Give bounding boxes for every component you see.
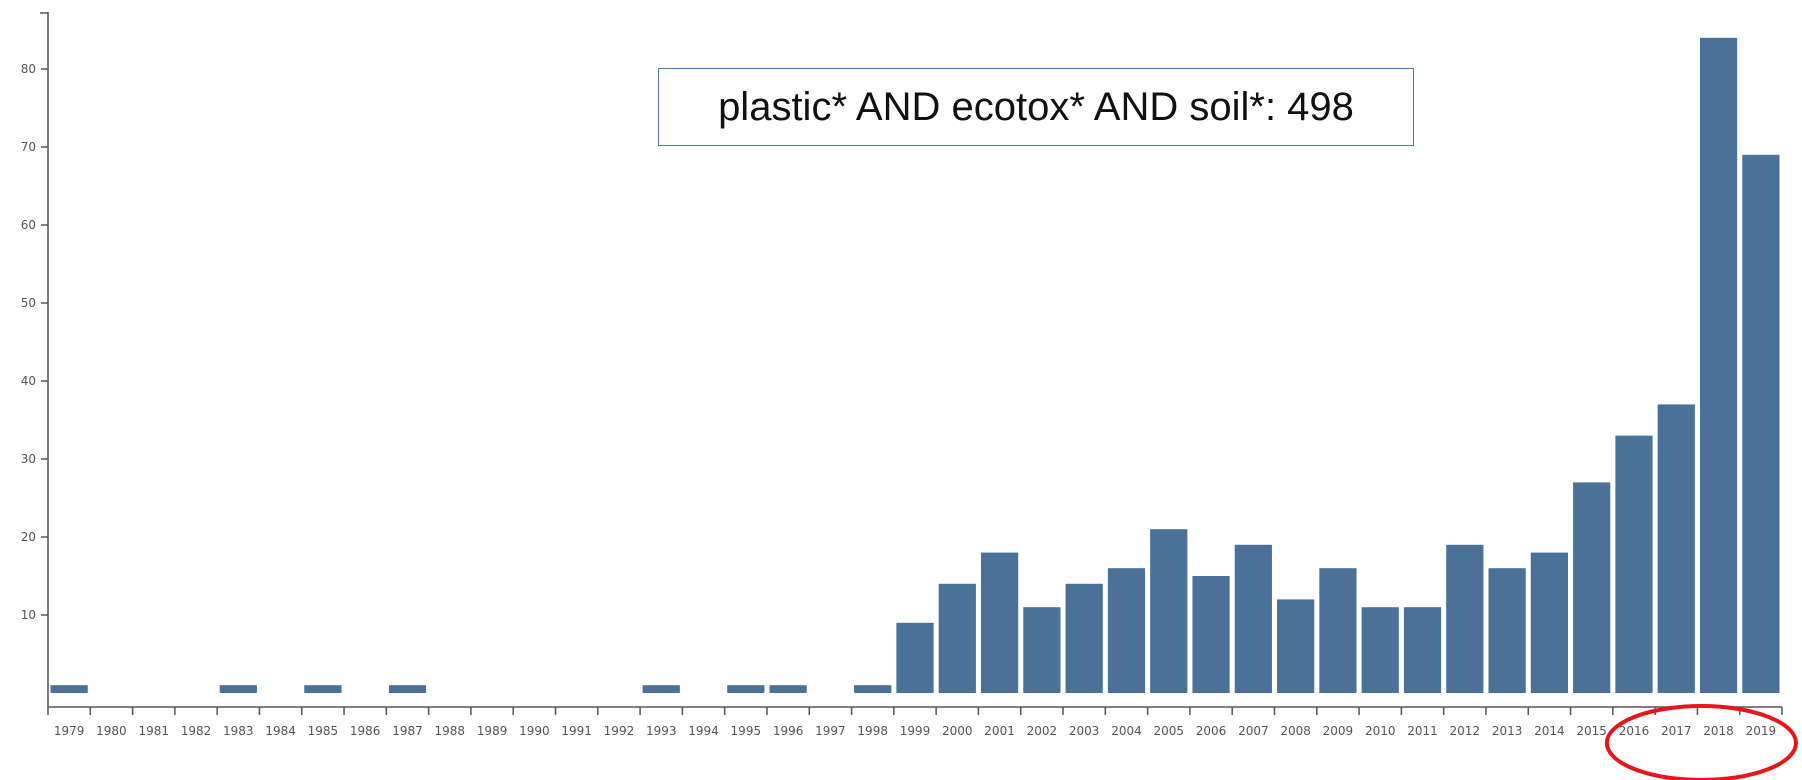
x-tick-label: 2002 xyxy=(1027,724,1058,738)
bar-2006 xyxy=(1192,576,1230,693)
x-tick-label: 1988 xyxy=(435,724,466,738)
x-tick-label: 2014 xyxy=(1534,724,1565,738)
query-annotation-box: plastic* AND ecotox* AND soil*: 498 xyxy=(658,68,1414,146)
x-tick-label: 2000 xyxy=(942,724,973,738)
bar-1999 xyxy=(896,622,934,693)
x-tick-label: 1985 xyxy=(308,724,339,738)
bar-2001 xyxy=(980,552,1019,693)
x-tick-label: 1979 xyxy=(54,724,85,738)
bar-2012 xyxy=(1446,544,1484,693)
x-tick-label: 1986 xyxy=(350,724,381,738)
bar-2009 xyxy=(1319,568,1357,693)
x-tick-label: 2009 xyxy=(1323,724,1354,738)
x-tick-label: 1996 xyxy=(773,724,804,738)
x-tick-label: 1992 xyxy=(604,724,635,738)
bar-2016 xyxy=(1615,435,1653,693)
bar-1998 xyxy=(854,685,892,693)
bar-1993 xyxy=(642,685,680,693)
x-tick-label: 2017 xyxy=(1661,724,1692,738)
y-tick-label: 40 xyxy=(21,374,36,388)
x-tick-label: 2019 xyxy=(1746,724,1777,738)
x-tick-label: 2003 xyxy=(1069,724,1100,738)
bar-2004 xyxy=(1107,568,1146,693)
bar-2010 xyxy=(1361,607,1399,693)
x-tick-label: 1987 xyxy=(392,724,423,738)
bar-2018 xyxy=(1699,37,1738,694)
x-tick-label: 2004 xyxy=(1111,724,1142,738)
x-tick-label: 1983 xyxy=(223,724,254,738)
x-tick-label: 1980 xyxy=(96,724,127,738)
bar-2017 xyxy=(1657,404,1695,693)
bar-1985 xyxy=(304,685,342,693)
x-tick-label: 1982 xyxy=(181,724,212,738)
bar-1983 xyxy=(219,685,257,693)
x-tick-label: 1989 xyxy=(477,724,508,738)
bar-1995 xyxy=(727,685,765,693)
y-tick-label: 80 xyxy=(21,62,36,76)
bar-2011 xyxy=(1403,607,1442,693)
y-tick-label: 20 xyxy=(21,530,36,544)
x-tick-label: 2013 xyxy=(1492,724,1523,738)
x-tick-label: 2016 xyxy=(1619,724,1650,738)
bar-2002 xyxy=(1023,607,1061,693)
x-tick-label: 1999 xyxy=(900,724,931,738)
y-axis: 10 20 30 40 50 60 70 80 xyxy=(21,12,49,707)
bar-2000 xyxy=(938,583,976,693)
bar-2014 xyxy=(1530,552,1568,693)
highlight-ellipse xyxy=(1604,704,1798,780)
x-tick-label: 2001 xyxy=(984,724,1015,738)
bar-2019 xyxy=(1742,154,1780,694)
x-tick-label: 2012 xyxy=(1450,724,1481,738)
x-axis: 1979 1980 1981 1982 1983 1984 1985 1986 1987 1988… xyxy=(47,706,1783,738)
bar-2005 xyxy=(1150,529,1188,693)
x-tick-label: 1998 xyxy=(857,724,888,738)
y-tick-label: 60 xyxy=(21,218,36,232)
bar-2013 xyxy=(1488,568,1526,693)
y-tick-label: 50 xyxy=(21,296,36,310)
x-tick-label: 2007 xyxy=(1238,724,1269,738)
x-tick-label: 2011 xyxy=(1407,724,1438,738)
x-tick-label: 1990 xyxy=(519,724,550,738)
bars xyxy=(50,37,1780,694)
x-tick-label: 1995 xyxy=(731,724,762,738)
x-tick-label: 1993 xyxy=(646,724,677,738)
y-tick-label: 30 xyxy=(21,452,36,466)
bar-2003 xyxy=(1065,583,1103,693)
bar-2007 xyxy=(1234,544,1272,693)
bar-1987 xyxy=(388,685,427,693)
y-tick-label: 10 xyxy=(21,608,36,622)
x-tick-label: 2008 xyxy=(1280,724,1311,738)
x-tick-label: 2010 xyxy=(1365,724,1396,738)
x-tick-label: 2006 xyxy=(1196,724,1227,738)
bar-1979 xyxy=(50,685,88,693)
query-annotation-text: plastic* AND ecotox* AND soil*: 498 xyxy=(718,84,1354,129)
x-tick-label: 1984 xyxy=(265,724,296,738)
x-tick-label: 1991 xyxy=(561,724,592,738)
x-tick-label: 2005 xyxy=(1153,724,1184,738)
y-tick-label: 70 xyxy=(21,140,36,154)
x-tick-label: 1981 xyxy=(138,724,169,738)
bar-2008 xyxy=(1277,599,1315,693)
bar-2015 xyxy=(1573,482,1611,693)
x-tick-label: 2015 xyxy=(1576,724,1607,738)
x-tick-label: 1997 xyxy=(815,724,846,738)
x-tick-label: 1994 xyxy=(688,724,719,738)
bar-1996 xyxy=(769,685,807,693)
x-tick-label: 2018 xyxy=(1703,724,1734,738)
